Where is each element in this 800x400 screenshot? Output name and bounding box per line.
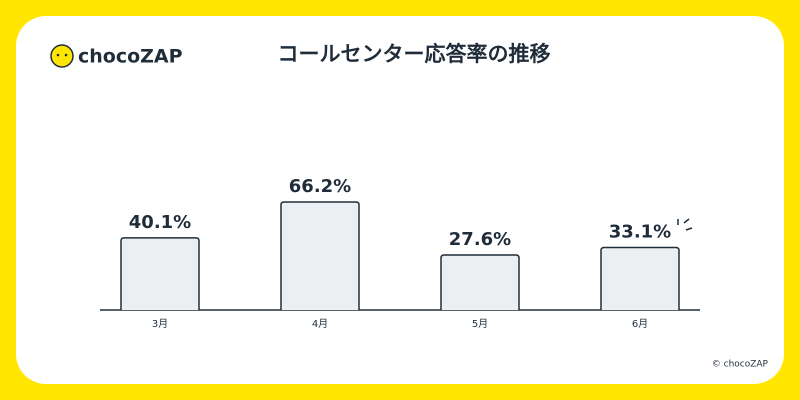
sparkle <box>677 218 693 231</box>
bar <box>440 254 520 310</box>
bar <box>120 237 200 310</box>
value-label: 40.1% <box>129 212 191 233</box>
x-tick-label: 3月 <box>152 318 168 330</box>
chart-title: コールセンター応答率の推移 <box>278 42 551 66</box>
logo: chocoZAP <box>50 44 183 68</box>
x-tick-label: 5月 <box>472 318 488 330</box>
bar <box>280 201 360 310</box>
sparkle-line <box>685 227 693 231</box>
x-tick-label: 4月 <box>312 318 328 330</box>
x-tick-label: 6月 <box>632 318 648 330</box>
value-label: 33.1% <box>609 222 671 243</box>
brand: chocoZAP <box>78 46 183 68</box>
sparkle-line <box>683 218 690 224</box>
value-label: 66.2% <box>289 176 351 197</box>
value-label: 27.6% <box>449 229 511 250</box>
copyright: © chocoZAP <box>712 360 769 370</box>
bar <box>600 246 680 310</box>
panel <box>16 16 784 384</box>
logo-icon <box>50 44 74 68</box>
logo-eye <box>56 53 60 57</box>
logo-eye <box>64 53 68 57</box>
